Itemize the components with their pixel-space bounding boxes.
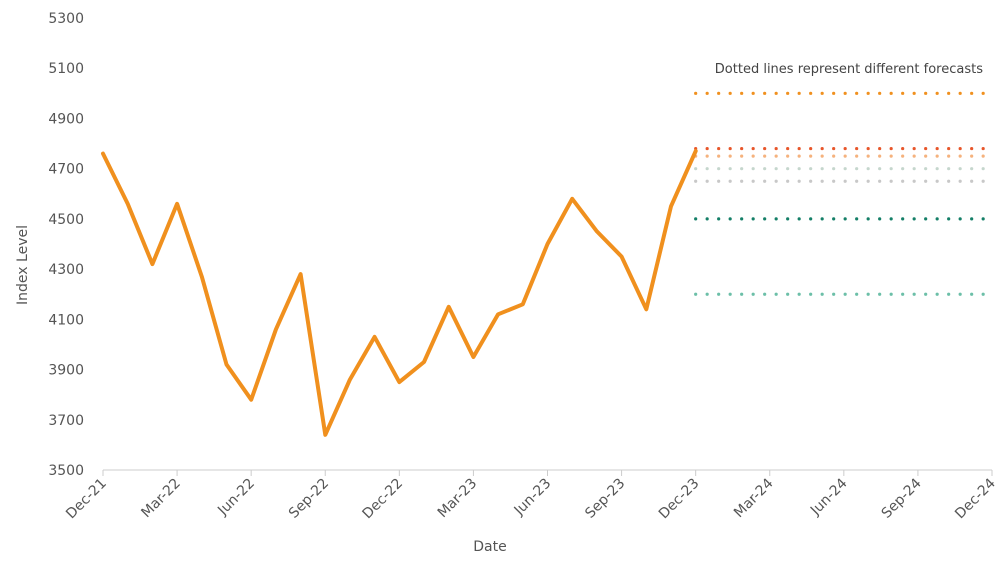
x-tick-label: Jun-23 <box>511 476 555 520</box>
x-tick-label: Dec-21 <box>63 476 110 523</box>
x-axis: Dec-21 Mar-22 Jun-22 Sep-22 Dec-22 Mar-23 Jun-… <box>63 469 999 523</box>
forecast-lines <box>694 91 994 296</box>
x-tick-label: Mar-23 <box>435 476 481 522</box>
forecast-annotation: Dotted lines represent different forecas… <box>715 62 983 77</box>
y-tick-label: 3700 <box>48 413 84 429</box>
y-tick-label: 4900 <box>48 111 84 127</box>
y-tick-label: 3900 <box>48 363 84 379</box>
x-tick-label: Sep-22 <box>286 476 332 522</box>
y-tick-label: 4500 <box>48 212 84 228</box>
x-axis-title: Date <box>473 539 506 555</box>
x-tick-label: Jun-22 <box>214 476 258 520</box>
y-tick-label: 4100 <box>48 312 84 328</box>
series-lines <box>101 149 698 437</box>
y-axis-title: Index Level <box>15 225 31 305</box>
x-tick-label: Sep-24 <box>879 475 925 521</box>
x-tick-label: Dec-22 <box>360 476 407 523</box>
x-tick-label: Dec-23 <box>656 476 703 523</box>
x-tick-label: Dec-24 <box>952 475 999 522</box>
y-tick-label: 5100 <box>48 61 84 77</box>
x-tick-label: Sep-23 <box>582 476 628 522</box>
y-tick-label: 4700 <box>48 162 84 178</box>
x-tick-label: Mar-22 <box>138 476 184 522</box>
y-axis: 3500 3700 3900 4100 4300 4500 4700 4900 5100 5300 <box>48 11 84 479</box>
series-line <box>101 149 698 437</box>
y-tick-label: 4300 <box>48 262 84 278</box>
y-tick-label: 3500 <box>48 463 84 479</box>
x-tick-label: Jun-24 <box>807 475 851 519</box>
x-tick-label: Mar-24 <box>731 475 777 521</box>
y-tick-label: 5300 <box>48 11 84 27</box>
